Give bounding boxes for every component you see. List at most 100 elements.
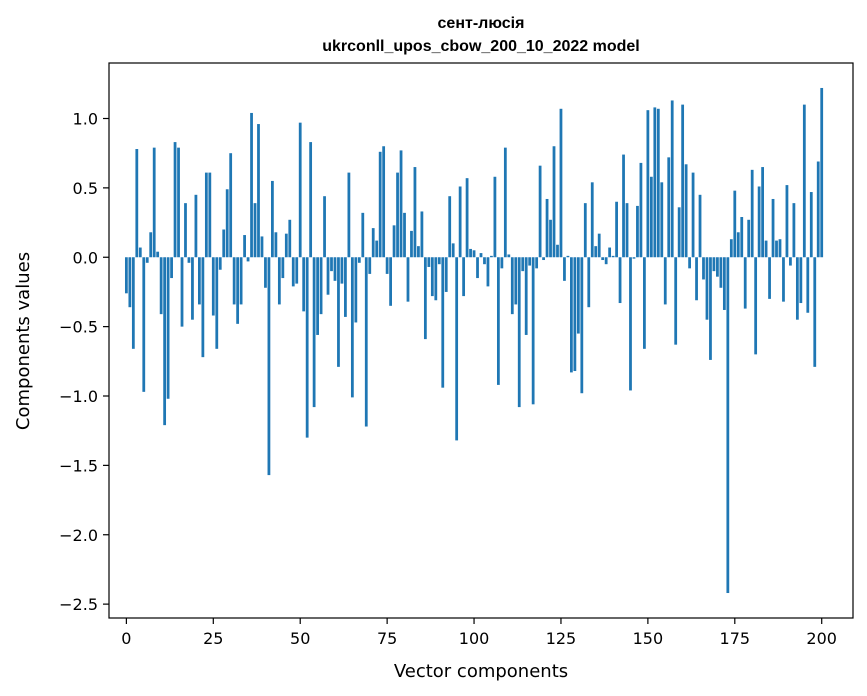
bar-200 [820, 87, 824, 258]
bar-144 [625, 203, 629, 258]
bar-146 [632, 257, 636, 259]
bar-49 [295, 257, 299, 284]
bar-61 [337, 257, 340, 367]
bar-23 [204, 172, 208, 258]
bar-159 [677, 207, 681, 258]
bar-103 [483, 257, 486, 265]
bar-43 [274, 232, 278, 258]
bar-53 [309, 142, 313, 258]
bar-27 [218, 257, 222, 270]
bar-87 [427, 257, 431, 267]
bar-11 [163, 257, 167, 426]
bar-161 [684, 164, 688, 258]
bar-17 [184, 203, 187, 258]
bar-76 [389, 257, 392, 306]
bar-3 [135, 149, 139, 258]
bar-132 [583, 203, 587, 258]
x-axis-ticks: 0 25 50 75 100 125 150 175 200 [121, 618, 837, 648]
x-tick-label: 25 [203, 629, 223, 648]
bar-166 [702, 257, 705, 280]
bar-41 [267, 257, 271, 476]
bar-98 [465, 178, 469, 258]
x-tick-label: 75 [377, 629, 397, 648]
bar-184 [764, 240, 768, 258]
bar-178 [743, 257, 747, 309]
bar-13 [170, 257, 173, 279]
bar-115 [524, 257, 528, 335]
bar-170 [716, 257, 719, 277]
bar-111 [510, 257, 514, 315]
bar-109 [503, 147, 507, 258]
bar-68 [361, 212, 365, 258]
bar-66 [354, 257, 358, 323]
bar-54 [312, 257, 316, 408]
bar-79 [399, 150, 403, 258]
y-axis-label: Components values [13, 252, 34, 430]
bar-45 [281, 257, 285, 279]
bar-199 [816, 161, 820, 258]
bar-126 [563, 257, 566, 281]
bar-31 [232, 257, 236, 305]
bar-81 [406, 257, 410, 302]
bar-21 [198, 257, 201, 305]
bar-51 [302, 257, 306, 312]
bar-194 [799, 257, 803, 304]
bar-164 [695, 257, 698, 301]
bar-14 [173, 142, 177, 258]
x-tick-label: 0 [121, 629, 131, 648]
bar-197 [809, 192, 813, 258]
bar-169 [712, 257, 716, 272]
bar-139 [608, 247, 612, 258]
bar-86 [423, 257, 427, 340]
bar-122 [549, 219, 552, 258]
bar-35 [246, 257, 250, 262]
bar-5 [142, 257, 146, 392]
bar-172 [722, 257, 726, 310]
bar-63 [344, 257, 347, 317]
bar-188 [778, 239, 782, 258]
bar-167 [705, 257, 709, 320]
bar-177 [740, 217, 744, 258]
bar-44 [277, 257, 281, 305]
bar-156 [667, 157, 671, 258]
bar-25 [211, 257, 215, 316]
y-tick-label: 0.5 [73, 179, 98, 198]
bar-185 [768, 257, 771, 299]
bar-22 [201, 257, 205, 358]
bar-16 [180, 257, 184, 327]
y-tick-label: −1.0 [59, 387, 98, 406]
bar-6 [145, 257, 149, 263]
bar-138 [604, 257, 608, 265]
bar-7 [149, 232, 153, 258]
bar-72 [375, 240, 379, 258]
bar-10 [159, 257, 163, 315]
bar-52 [305, 257, 309, 438]
bar-147 [636, 205, 639, 258]
bar-182 [757, 186, 761, 258]
bar-24 [208, 172, 212, 258]
bar-64 [347, 172, 351, 258]
bar-100 [472, 250, 476, 258]
bar-18 [187, 257, 191, 263]
bar-131 [580, 257, 584, 394]
bar-189 [782, 257, 785, 302]
bar-180 [750, 169, 754, 258]
bar-30 [229, 153, 233, 258]
bar-142 [618, 257, 622, 304]
bar-119 [538, 165, 542, 258]
bar-133 [587, 257, 591, 308]
bar-173 [726, 257, 730, 594]
bar-137 [601, 257, 605, 261]
chart-subtitle: ukrconll_upos_cbow_200_10_2022 model [322, 38, 639, 55]
bar-135 [594, 246, 598, 258]
bar-152 [653, 107, 657, 258]
bar-56 [319, 257, 323, 315]
bar-78 [396, 172, 399, 258]
bar-129 [573, 257, 577, 372]
bar-55 [316, 257, 319, 335]
bar-94 [451, 243, 455, 258]
x-axis-label: Vector components [394, 661, 568, 682]
bar-187 [775, 240, 778, 258]
bar-4 [138, 247, 142, 258]
